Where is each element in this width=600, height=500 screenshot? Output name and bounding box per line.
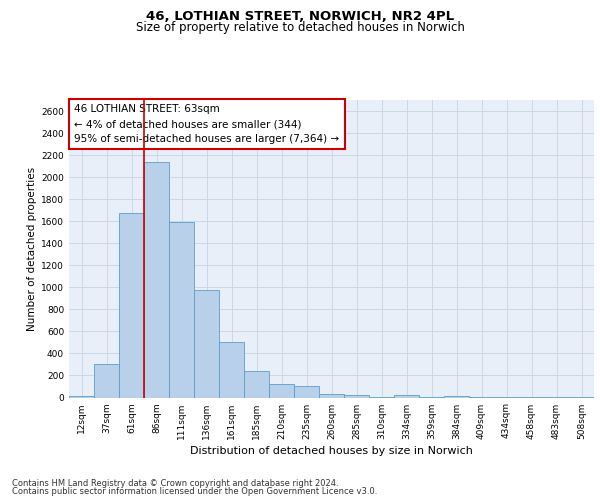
Y-axis label: Number of detached properties: Number of detached properties: [27, 166, 37, 331]
Bar: [519, 397, 544, 398]
X-axis label: Distribution of detached houses by size in Norwich: Distribution of detached houses by size …: [190, 446, 473, 456]
Bar: [544, 397, 569, 398]
Bar: [419, 397, 444, 398]
Bar: [269, 384, 294, 398]
Bar: [469, 397, 494, 398]
Bar: [494, 397, 519, 398]
Bar: [444, 396, 469, 398]
Bar: [144, 162, 169, 398]
Bar: [219, 342, 244, 398]
Bar: [294, 386, 319, 398]
Bar: [244, 370, 269, 398]
Bar: [344, 396, 369, 398]
Bar: [94, 364, 119, 398]
Bar: [69, 396, 94, 398]
Bar: [569, 397, 594, 398]
Bar: [194, 290, 219, 398]
Text: 46 LOTHIAN STREET: 63sqm
← 4% of detached houses are smaller (344)
95% of semi-d: 46 LOTHIAN STREET: 63sqm ← 4% of detache…: [74, 104, 340, 144]
Text: Size of property relative to detached houses in Norwich: Size of property relative to detached ho…: [136, 21, 464, 34]
Text: 46, LOTHIAN STREET, NORWICH, NR2 4PL: 46, LOTHIAN STREET, NORWICH, NR2 4PL: [146, 10, 454, 23]
Text: Contains public sector information licensed under the Open Government Licence v3: Contains public sector information licen…: [12, 487, 377, 496]
Bar: [394, 396, 419, 398]
Bar: [369, 397, 394, 398]
Text: Contains HM Land Registry data © Crown copyright and database right 2024.: Contains HM Land Registry data © Crown c…: [12, 478, 338, 488]
Bar: [319, 394, 344, 398]
Bar: [169, 222, 194, 398]
Bar: [119, 214, 144, 398]
